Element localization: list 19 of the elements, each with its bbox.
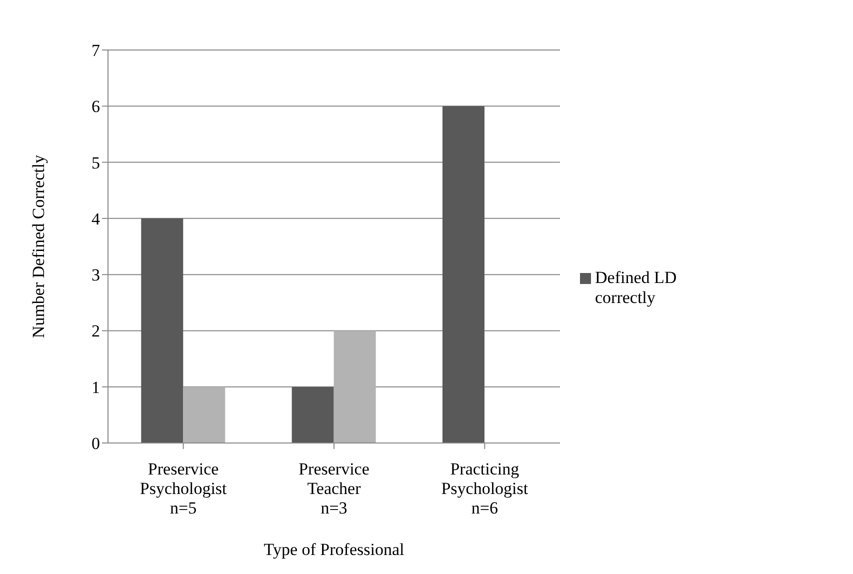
y-tick-label: 5 — [92, 153, 100, 172]
legend-label: Defined LD correctly — [595, 268, 678, 308]
y-tick-label: 4 — [92, 209, 100, 228]
x-tick-label: Practicing Psychologist n=6 — [441, 459, 528, 518]
x-tick-label: Preservice Teacher n=3 — [298, 459, 370, 518]
bar — [292, 386, 334, 443]
y-tick-label: 3 — [92, 266, 100, 285]
y-tick-label: 0 — [92, 434, 100, 454]
y-tick-label: 6 — [92, 97, 100, 116]
bar — [334, 330, 376, 443]
y-tick-label: 1 — [92, 378, 100, 397]
y-tick-label: 2 — [92, 322, 100, 341]
bar — [183, 386, 226, 443]
y-tick-label: 7 — [92, 41, 100, 60]
y-axis-title: Number Defined Correctly — [29, 154, 48, 338]
bar — [442, 106, 484, 443]
x-tick-label: Preservice Psychologist n=5 — [140, 459, 228, 518]
x-axis-title: Type of Professional — [264, 540, 404, 560]
bar — [141, 218, 184, 443]
